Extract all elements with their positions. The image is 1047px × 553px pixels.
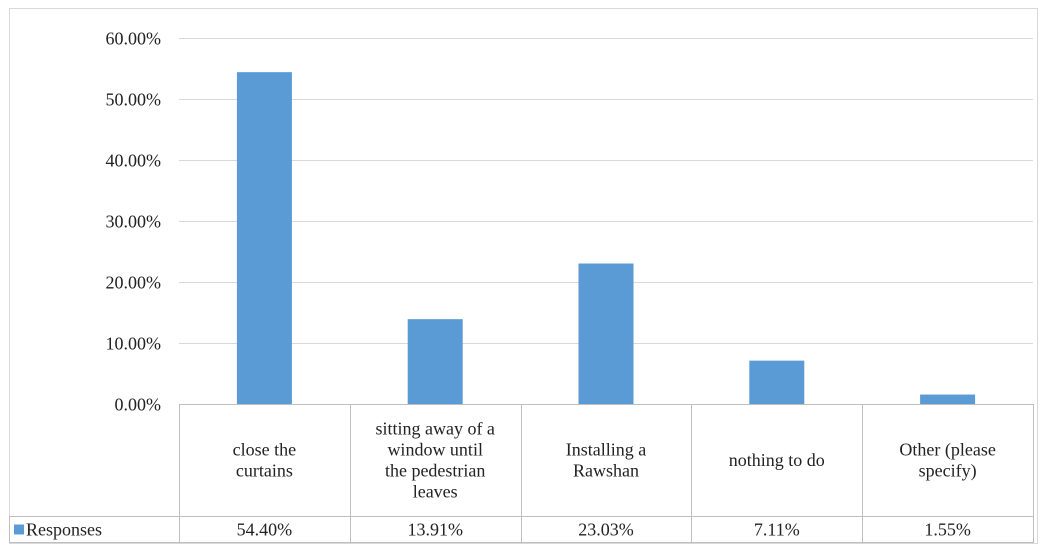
category-label: close the curtains — [233, 440, 296, 481]
y-axis-ticks: 0.00% 10.00% 20.00% 30.00% 40.00% 50.00% 60.00… — [106, 29, 162, 415]
data-value-label: 7.11% — [754, 520, 800, 540]
chart-border — [9, 8, 1038, 544]
data-value-label: 54.40% — [237, 520, 293, 540]
data-value-label: 1.55% — [924, 520, 971, 540]
bars — [236, 72, 976, 404]
y-tick-label: 20.00% — [106, 273, 162, 293]
y-tick-label: 40.00% — [106, 151, 162, 171]
y-tick-label: 60.00% — [106, 29, 162, 49]
category-label: sitting away of a window until the pedestr… — [375, 419, 494, 502]
bar — [407, 319, 463, 404]
legend-series-name: Responses — [26, 520, 102, 540]
y-tick-label: 30.00% — [106, 212, 162, 232]
category-label: nothing to do — [729, 450, 825, 470]
legend-swatch — [14, 524, 24, 535]
bar — [920, 394, 976, 404]
data-value-label: 23.03% — [578, 520, 634, 540]
bar — [578, 263, 634, 404]
category-label: Installing a Rawshan — [566, 440, 646, 481]
y-tick-label: 0.00% — [115, 395, 162, 415]
category-label: Other (please specify) — [899, 440, 995, 482]
y-tick-label: 50.00% — [106, 90, 162, 110]
gridlines — [179, 38, 1033, 344]
bar — [236, 72, 292, 404]
data-value-label: 13.91% — [407, 520, 463, 540]
data-table: close the curtains sitting away of a window… — [9, 404, 1034, 543]
y-tick-label: 10.00% — [106, 334, 162, 354]
bar — [749, 360, 805, 404]
